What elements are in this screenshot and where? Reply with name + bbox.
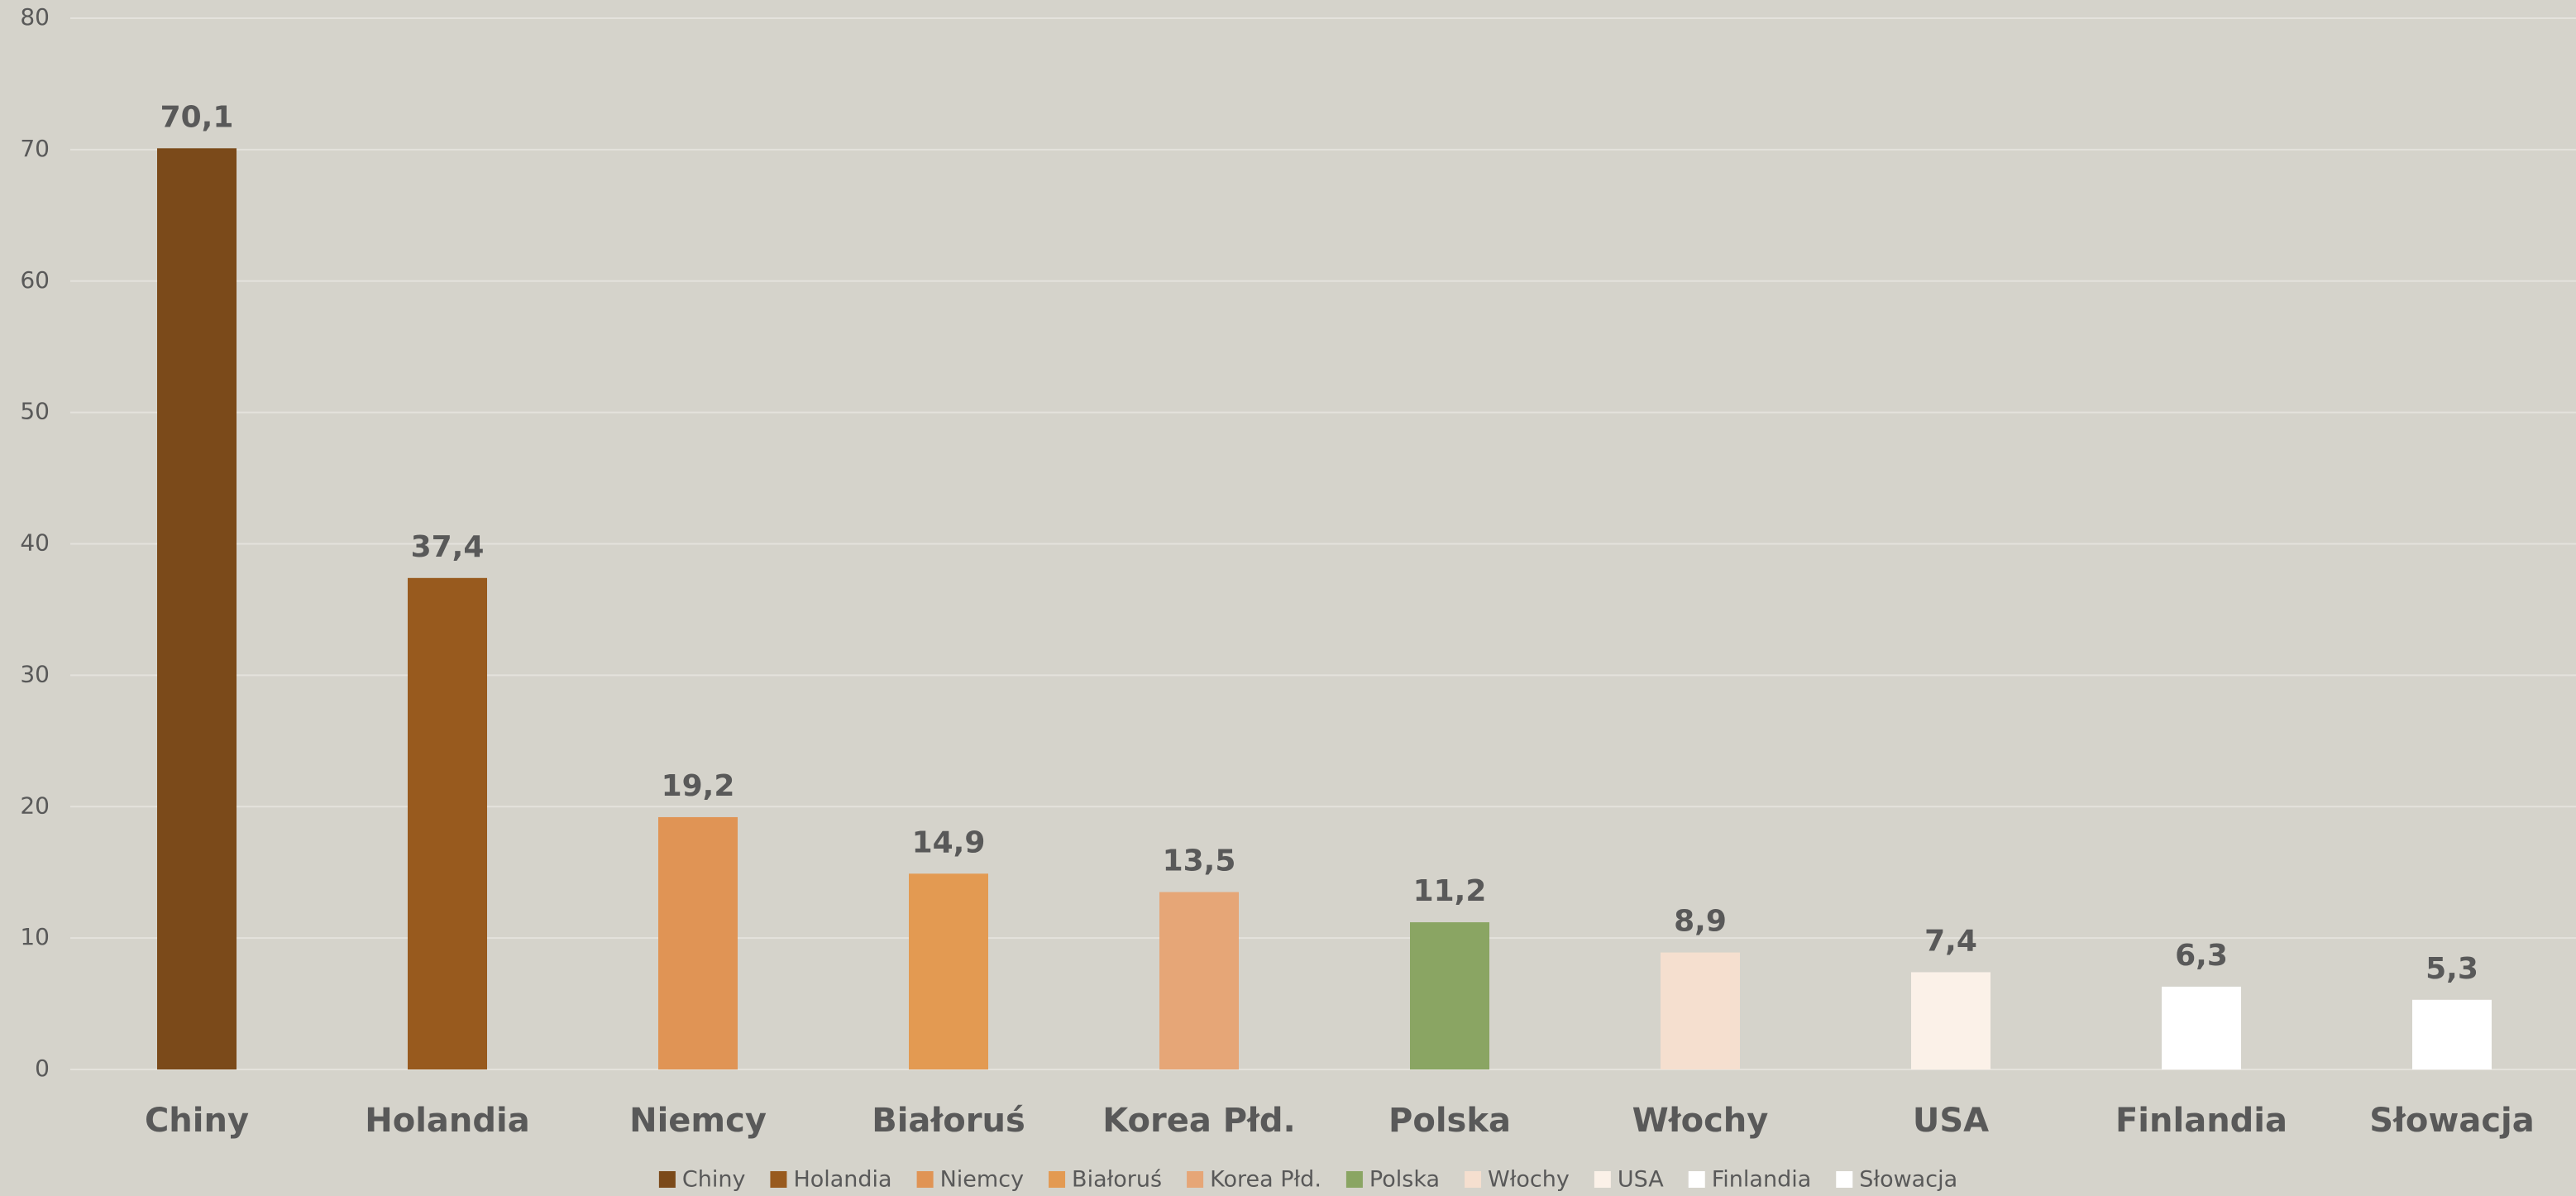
y-tick-label: 50 <box>20 398 50 425</box>
legend-label: Białoruś <box>1072 1167 1162 1193</box>
data-label: 37,4 <box>411 530 485 564</box>
x-tick-label: Słowacja <box>2369 1102 2535 1140</box>
x-tick-label: Włochy <box>1632 1102 1769 1140</box>
y-tick-label: 30 <box>20 660 50 687</box>
legend-label: USA <box>1618 1167 1664 1193</box>
x-tick-label: Korea Płd. <box>1102 1102 1296 1140</box>
legend-swatch <box>1465 1171 1482 1188</box>
x-tick-label: USA <box>1913 1102 1989 1140</box>
legend-swatch <box>1187 1171 1204 1188</box>
legend-swatch <box>770 1171 787 1188</box>
legend-label: Chiny <box>682 1167 746 1193</box>
bar <box>1911 972 1991 1069</box>
legend-swatch <box>1594 1171 1611 1188</box>
y-tick-label: 70 <box>20 135 50 162</box>
data-label: 14,9 <box>912 825 986 859</box>
legend-label: Słowacja <box>1859 1167 1957 1193</box>
x-tick-label: Niemcy <box>629 1102 767 1140</box>
data-label: 5,3 <box>2425 952 2478 986</box>
y-tick-label: 60 <box>20 266 50 294</box>
y-tick-label: 80 <box>20 3 50 31</box>
x-tick-label: Holandia <box>365 1102 529 1140</box>
legend-swatch <box>916 1171 934 1188</box>
legend-swatch <box>1345 1171 1363 1188</box>
y-tick-label: 20 <box>20 792 50 819</box>
data-label: 70,1 <box>160 100 234 134</box>
data-label: 6,3 <box>2175 939 2228 973</box>
y-tick-label: 10 <box>20 923 50 950</box>
x-tick-label: Białoruś <box>872 1102 1025 1140</box>
legend-label: Finlandia <box>1712 1167 1812 1193</box>
bar <box>658 816 738 1069</box>
data-label: 19,2 <box>662 769 735 803</box>
x-tick-label: Chiny <box>145 1102 249 1140</box>
data-label: 7,4 <box>1924 924 1977 958</box>
data-label: 8,9 <box>1674 905 1727 939</box>
x-tick-label: Finlandia <box>2115 1102 2287 1140</box>
y-tick-label: 40 <box>20 529 50 557</box>
bar <box>157 148 237 1069</box>
bar <box>2412 999 2492 1069</box>
legend-label: Holandia <box>793 1167 891 1193</box>
bar <box>1159 892 1239 1069</box>
y-tick-label: 0 <box>35 1055 50 1082</box>
legend-swatch <box>658 1171 676 1188</box>
data-label: 11,2 <box>1413 874 1487 908</box>
legend-swatch <box>1049 1171 1066 1188</box>
legend-label: Niemcy <box>940 1167 1024 1193</box>
x-tick-label: Polska <box>1388 1102 1511 1140</box>
legend-swatch <box>1688 1171 1705 1188</box>
legend-swatch <box>1836 1171 1853 1188</box>
legend-label: Polska <box>1369 1167 1440 1193</box>
bar <box>408 577 487 1069</box>
bar <box>2162 986 2241 1069</box>
legend-label: Włochy <box>1488 1167 1570 1193</box>
bar <box>1661 952 1740 1069</box>
bar <box>909 873 988 1069</box>
bar <box>1410 922 1489 1069</box>
legend-label: Korea Płd. <box>1210 1167 1321 1193</box>
data-label: 13,5 <box>1163 844 1236 878</box>
